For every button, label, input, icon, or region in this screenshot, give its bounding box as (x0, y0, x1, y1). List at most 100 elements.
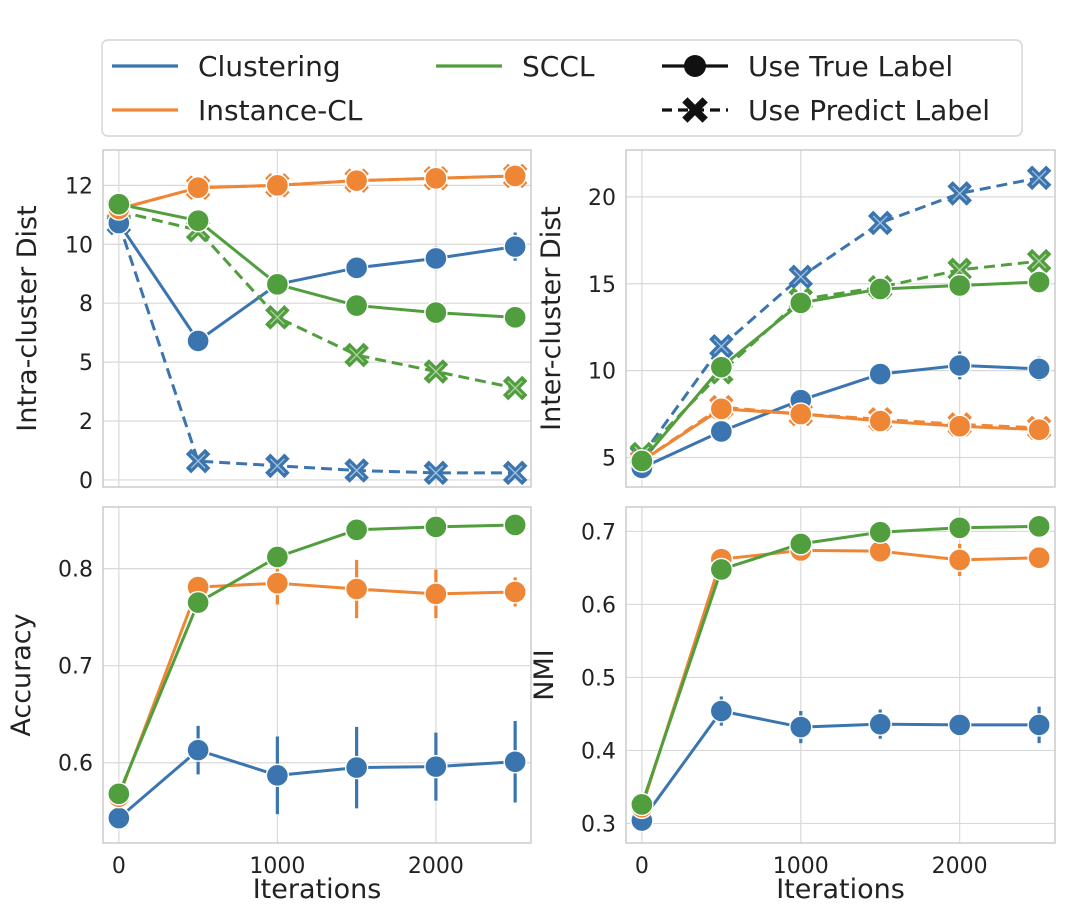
data-point-instance-cl-true (424, 166, 448, 190)
y-tick-label: 5 (79, 351, 93, 376)
legend-label-use-predict-label: Use Predict Label (748, 94, 990, 127)
data-point-instance-cl-true (344, 577, 369, 601)
y-tick-label: 5 (602, 446, 616, 471)
plot-frame (102, 506, 532, 844)
series-line-sccl-true (117, 523, 516, 795)
data-point-clustering-true (789, 715, 813, 739)
data-point-instance-cl-true (344, 168, 369, 193)
data-point-clustering-true (424, 246, 448, 271)
data-point-sccl-true (1027, 514, 1051, 539)
data-point-clustering-pred (185, 448, 211, 474)
x-tick-label: 1000 (773, 854, 829, 879)
data-point-instance-cl-true (503, 164, 527, 188)
data-point-sccl-true (344, 518, 369, 542)
data-point-clustering-pred (947, 181, 972, 206)
data-point-instance-cl-true (1027, 417, 1051, 442)
series-line-instance-cl-pred (118, 174, 516, 211)
data-point-clustering-true (107, 806, 131, 830)
x-tick-label: 0 (112, 854, 126, 879)
data-point-sccl-true (186, 208, 210, 233)
y-tick-label: 20 (588, 186, 616, 211)
data-point-sccl-true (947, 273, 972, 298)
series-line-instance-cl-true (641, 407, 1040, 463)
data-point-sccl-true (868, 520, 892, 544)
x-tick-label: 1000 (249, 854, 305, 879)
x-tick-label: 0 (635, 854, 649, 879)
data-point-clustering-true (709, 419, 734, 444)
y-tick-label: 0.7 (581, 520, 616, 545)
data-point-sccl-true (265, 545, 290, 569)
series-line-instance-cl-true (640, 548, 1040, 808)
series-line-clustering-pred (117, 222, 516, 475)
series-line-sccl-pred (118, 209, 516, 390)
data-point-clustering-pred (502, 460, 528, 486)
data-point-instance-cl-true (947, 548, 972, 572)
data-point-instance-cl-true (1027, 546, 1051, 570)
series-line-instance-cl-pred (641, 405, 1040, 463)
plot-frame (625, 149, 1056, 488)
y-tick-label: 0.6 (58, 752, 93, 777)
panel-nmi: 0.3 0.4 0.5 0.6 0.7 0 1000 2000 Iterations NMI (529, 506, 1056, 905)
y-tick-label: 0.6 (581, 593, 616, 618)
legend-label-use-true-label: Use True Label (748, 50, 953, 83)
data-point-clustering-true (1027, 357, 1051, 381)
data-point-instance-cl-true (709, 397, 734, 421)
plot-frame (625, 506, 1056, 844)
data-point-sccl-pred (265, 305, 290, 330)
y-tick-label: 0 (79, 469, 93, 494)
data-point-sccl-true (789, 291, 813, 315)
data-point-instance-cl-true (789, 402, 813, 426)
data-point-clustering-true (503, 234, 527, 259)
data-point-instance-cl-true (424, 582, 448, 606)
data-point-sccl-pred (502, 375, 528, 401)
data-point-instance-cl-true (265, 571, 290, 595)
data-point-sccl-pred (1026, 248, 1052, 274)
series-line-sccl-pred (640, 259, 1040, 456)
data-point-sccl-true (344, 293, 369, 318)
data-point-clustering-true (186, 329, 210, 353)
legend-marker-circle (684, 55, 706, 77)
data-point-sccl-true (265, 272, 290, 297)
legend-box (101, 39, 1023, 137)
data-point-clustering-pred (1026, 165, 1052, 191)
data-point-clustering-true (947, 353, 972, 378)
legend-label-instance-cl: Instance-CL (198, 94, 363, 127)
data-point-sccl-true (709, 557, 734, 582)
series-line-instance-cl-true (117, 581, 516, 798)
legend: Clustering Instance-CL SCCL Use True Label U… (101, 39, 1023, 137)
data-point-clustering-pred (423, 460, 449, 486)
data-point-clustering-pred (265, 453, 290, 479)
data-point-clustering-pred (709, 333, 734, 359)
panel-intra-cluster-dist: 0 2 5 8 10 12 Intra-cluster Dist (12, 149, 532, 494)
data-point-clustering-pred (867, 210, 893, 236)
series-line-clustering-true (641, 363, 1040, 470)
data-point-instance-cl-true (186, 176, 210, 200)
data-point-sccl-pred (344, 342, 369, 368)
plot-frame (102, 149, 532, 488)
data-point-sccl-true (503, 513, 527, 537)
data-point-instance-cl-true (503, 580, 527, 604)
data-point-clustering-true (186, 738, 210, 762)
data-point-clustering-true (868, 712, 892, 736)
legend-label-sccl: SCCL (522, 50, 595, 83)
data-point-sccl-true (789, 532, 813, 556)
data-point-sccl-true (1027, 270, 1051, 294)
data-point-sccl-true (424, 515, 448, 539)
y-tick-label: 0.4 (581, 739, 616, 764)
y-tick-label: 0.3 (581, 812, 616, 837)
series-line-sccl-true (640, 280, 1040, 462)
data-point-sccl-true (630, 792, 654, 817)
series-line-clustering-pred (640, 176, 1040, 457)
y-tick-label: 15 (588, 273, 616, 298)
data-point-clustering-true (709, 699, 734, 723)
y-axis-label: NMI (529, 649, 560, 700)
error-bars (640, 543, 1041, 824)
data-point-clustering-true (344, 256, 369, 280)
y-tick-label: 0.5 (581, 666, 616, 691)
data-point-clustering-true (265, 763, 290, 788)
data-point-instance-cl-true (868, 409, 892, 433)
y-tick-label: 10 (65, 233, 93, 258)
data-point-sccl-true (868, 277, 892, 301)
y-tick-label: 10 (588, 360, 616, 385)
